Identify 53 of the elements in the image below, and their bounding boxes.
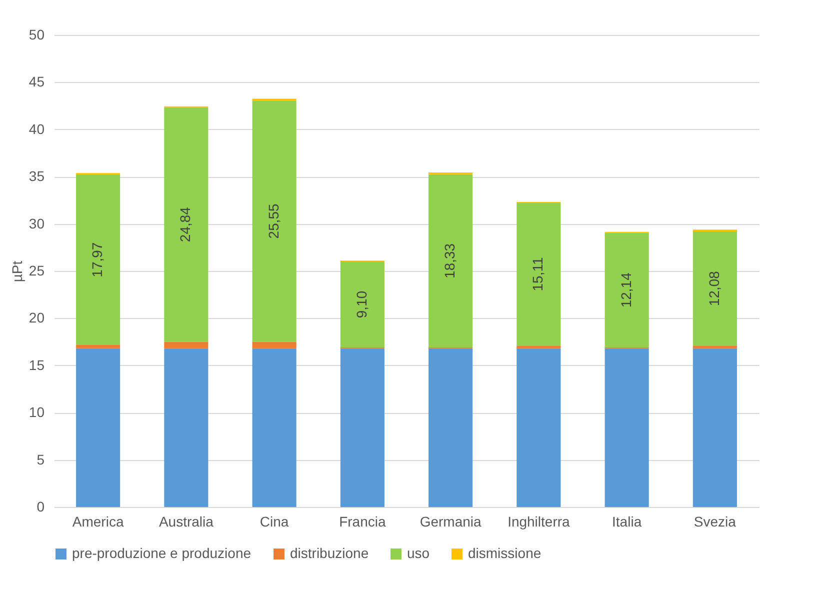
y-tick-label: 0	[36, 498, 45, 514]
data-label: 12,14	[618, 272, 634, 308]
y-tick-label: 50	[28, 26, 45, 42]
x-tick-label: Italia	[612, 514, 642, 530]
x-tick-label: America	[72, 514, 124, 530]
y-tick-label: 30	[28, 215, 45, 232]
y-tick-label: 10	[28, 404, 45, 420]
bar	[340, 348, 384, 507]
bar	[692, 346, 737, 348]
y-tick-label: 25	[28, 262, 45, 278]
bar	[340, 262, 384, 348]
bar	[428, 174, 473, 348]
data-label: 18,33	[442, 243, 458, 278]
bar	[76, 344, 120, 348]
y-tick-label: 35	[28, 168, 45, 184]
x-tick-label: Francia	[339, 514, 386, 530]
bar	[252, 100, 296, 342]
legend-label: dismissione	[468, 545, 542, 561]
legend-label: uso	[407, 545, 430, 561]
bar	[692, 232, 737, 346]
y-tick-label: 45	[28, 74, 45, 90]
x-tick-label: Australia	[158, 514, 214, 530]
bar	[164, 348, 208, 507]
x-tick-label: Germania	[420, 514, 482, 530]
bar	[428, 348, 473, 507]
x-tick-label: Cina	[260, 514, 289, 530]
data-label: 24,84	[177, 206, 194, 242]
data-label: 17,97	[89, 242, 106, 278]
bar	[164, 107, 208, 342]
data-label: 15,11	[530, 257, 546, 292]
data-label: 12,08	[706, 270, 722, 306]
bar	[516, 348, 561, 507]
y-tick-label: 5	[36, 451, 45, 468]
bar	[252, 342, 296, 348]
y-axis-title: µPt	[8, 260, 25, 282]
bar	[76, 348, 120, 507]
data-label: 9,10	[353, 290, 370, 318]
bar	[164, 342, 208, 348]
bar	[604, 232, 649, 348]
bar	[604, 348, 649, 507]
bar	[516, 202, 561, 346]
bar	[692, 348, 737, 507]
legend-label: distribuzione	[290, 545, 369, 561]
x-tick-label: Svezia	[694, 514, 736, 530]
y-tick-label: 15	[28, 356, 45, 373]
bar	[76, 174, 120, 345]
y-tick-label: 20	[28, 310, 45, 326]
legend-label: pre-produzione e produzione	[72, 545, 252, 561]
x-tick-label: Inghilterra	[508, 514, 570, 530]
bar	[516, 346, 561, 348]
bar	[252, 348, 296, 507]
y-tick-label: 40	[28, 120, 45, 137]
data-label: 25,55	[265, 203, 282, 239]
